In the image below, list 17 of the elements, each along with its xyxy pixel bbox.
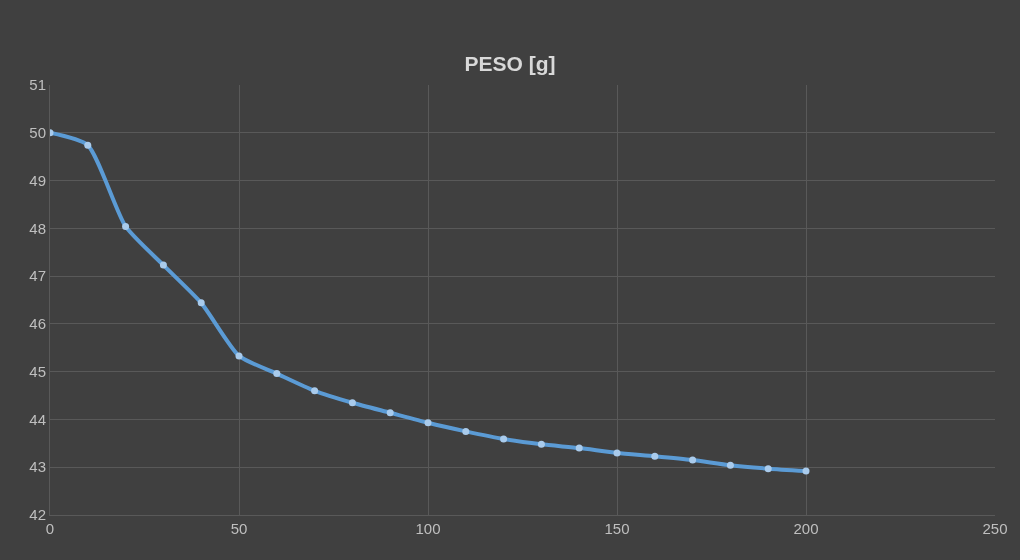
chart-title: PESO [g] xyxy=(464,51,556,75)
x-tick-label: 150 xyxy=(604,520,630,537)
y-tick-label: 50 xyxy=(29,124,46,142)
y-tick-label: 43 xyxy=(29,458,46,476)
y-tick-label: 45 xyxy=(29,362,46,380)
x-tick-label: 0 xyxy=(45,520,55,537)
x-tick-label: 200 xyxy=(793,520,819,537)
x-tick-label: 50 xyxy=(230,520,248,537)
y-tick-label: 47 xyxy=(29,267,46,285)
y-tick-label: 48 xyxy=(29,219,46,237)
x-tick-label: 250 xyxy=(982,520,1008,537)
y-tick-label: 46 xyxy=(29,315,46,333)
y-tick-label: 44 xyxy=(29,410,46,428)
y-tick-label: 49 xyxy=(29,171,46,189)
y-tick-label: 51 xyxy=(29,76,46,94)
x-tick-label: 100 xyxy=(415,520,441,537)
y-tick-label: 42 xyxy=(29,506,46,524)
